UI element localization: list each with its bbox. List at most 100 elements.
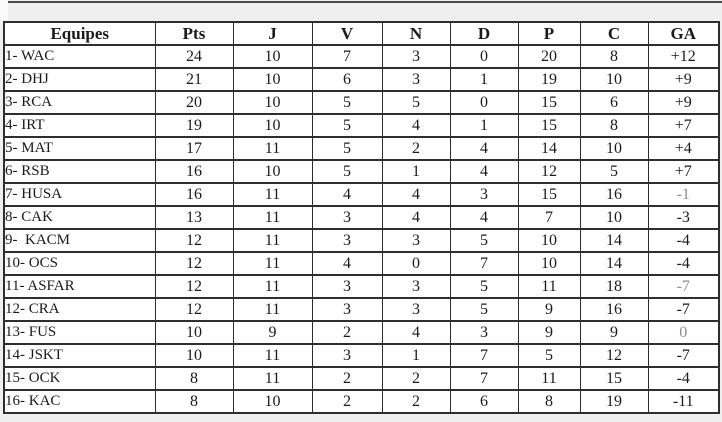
v-cell: 5	[311, 113, 383, 138]
column-header-v: V	[311, 21, 383, 46]
table-row: 13- FUS 10 9 2 4 3 9 9 0	[3, 320, 720, 345]
team-cell: 7- HUSA	[3, 182, 156, 207]
p-cell: 10	[517, 251, 581, 276]
table-row: 2- DHJ 21 10 6 3 1 19 10 +9	[3, 67, 720, 92]
standings-table-header: Equipes Pts J V N D P C GA	[3, 21, 720, 46]
team-cell: 2- DHJ	[3, 67, 156, 92]
pts-cell: 17	[154, 136, 234, 161]
p-cell: 7	[517, 205, 581, 230]
table-row: 16- KAC 8 10 2 2 6 8 19 -11	[3, 389, 720, 414]
v-cell: 4	[311, 182, 383, 207]
c-cell: 10	[579, 67, 649, 92]
c-cell: 15	[579, 366, 649, 391]
p-cell: 11	[517, 366, 581, 391]
team-cell: 15- OCK	[3, 366, 156, 391]
pts-cell: 8	[154, 366, 234, 391]
v-cell: 4	[311, 251, 383, 276]
c-cell: 18	[579, 274, 649, 299]
c-cell: 8	[579, 113, 649, 138]
team-cell: 16- KAC	[3, 389, 156, 414]
n-cell: 1	[381, 159, 451, 184]
d-cell: 1	[449, 67, 519, 92]
n-cell: 2	[381, 366, 451, 391]
c-cell: 16	[579, 297, 649, 322]
v-cell: 2	[311, 320, 383, 345]
team-cell: 5- MAT	[3, 136, 156, 161]
d-cell: 7	[449, 251, 519, 276]
table-row: 1- WAC 24 10 7 3 0 20 8 +12	[3, 44, 720, 69]
v-cell: 6	[311, 67, 383, 92]
ga-cell: -7	[647, 343, 720, 368]
d-cell: 7	[449, 366, 519, 391]
c-cell: 10	[579, 205, 649, 230]
n-cell: 2	[381, 389, 451, 414]
j-cell: 11	[232, 343, 313, 368]
d-cell: 0	[449, 90, 519, 115]
column-header-p: P	[517, 21, 581, 46]
pts-cell: 16	[154, 159, 234, 184]
d-cell: 4	[449, 136, 519, 161]
v-cell: 7	[311, 44, 383, 69]
table-row: 4- IRT 19 10 5 4 1 15 8 +7	[3, 113, 720, 138]
ga-cell: -11	[647, 389, 720, 414]
p-cell: 15	[517, 113, 581, 138]
ga-cell: +12	[647, 44, 720, 69]
ga-cell: -7	[647, 297, 720, 322]
n-cell: 0	[381, 251, 451, 276]
p-cell: 8	[517, 389, 581, 414]
standings-table: Equipes Pts J V N D P C GA 1- WAC 24 10 7 3 0…	[3, 21, 720, 414]
n-cell: 5	[381, 90, 451, 115]
table-row: 10- OCS 12 11 4 0 7 10 14 -4	[3, 251, 720, 276]
v-cell: 2	[311, 389, 383, 414]
j-cell: 11	[232, 297, 313, 322]
v-cell: 5	[311, 136, 383, 161]
v-cell: 2	[311, 366, 383, 391]
j-cell: 11	[232, 182, 313, 207]
v-cell: 5	[311, 159, 383, 184]
column-header-j: J	[232, 21, 313, 46]
p-cell: 15	[517, 90, 581, 115]
v-cell: 3	[311, 343, 383, 368]
column-header-ga: GA	[647, 21, 720, 46]
team-cell: 6- RSB	[3, 159, 156, 184]
ga-cell: -7	[647, 274, 720, 299]
column-header-c: C	[579, 21, 649, 46]
pts-cell: 19	[154, 113, 234, 138]
team-cell: 3- RCA	[3, 90, 156, 115]
table-row: 8- CAK 13 11 3 4 4 7 10 -3	[3, 205, 720, 230]
ga-cell: +4	[647, 136, 720, 161]
d-cell: 5	[449, 297, 519, 322]
team-cell: 4- IRT	[3, 113, 156, 138]
column-header-pts: Pts	[154, 21, 234, 46]
p-cell: 12	[517, 159, 581, 184]
j-cell: 10	[232, 67, 313, 92]
table-row: 3- RCA 20 10 5 5 0 15 6 +9	[3, 90, 720, 115]
j-cell: 11	[232, 228, 313, 253]
column-header-equipes: Equipes	[3, 21, 156, 46]
n-cell: 3	[381, 297, 451, 322]
n-cell: 1	[381, 343, 451, 368]
table-row: 14- JSKT 10 11 3 1 7 5 12 -7	[3, 343, 720, 368]
j-cell: 10	[232, 389, 313, 414]
v-cell: 5	[311, 90, 383, 115]
team-cell: 12- CRA	[3, 297, 156, 322]
v-cell: 3	[311, 297, 383, 322]
n-cell: 3	[381, 274, 451, 299]
table-row: 6- RSB 16 10 5 1 4 12 5 +7	[3, 159, 720, 184]
pts-cell: 24	[154, 44, 234, 69]
n-cell: 2	[381, 136, 451, 161]
j-cell: 11	[232, 205, 313, 230]
p-cell: 20	[517, 44, 581, 69]
v-cell: 3	[311, 274, 383, 299]
p-cell: 10	[517, 228, 581, 253]
d-cell: 6	[449, 389, 519, 414]
pts-cell: 16	[154, 182, 234, 207]
pts-cell: 13	[154, 205, 234, 230]
p-cell: 15	[517, 182, 581, 207]
team-cell: 13- FUS	[3, 320, 156, 345]
v-cell: 3	[311, 205, 383, 230]
table-row: 15- OCK 8 11 2 2 7 11 15 -4	[3, 366, 720, 391]
d-cell: 5	[449, 228, 519, 253]
p-cell: 11	[517, 274, 581, 299]
